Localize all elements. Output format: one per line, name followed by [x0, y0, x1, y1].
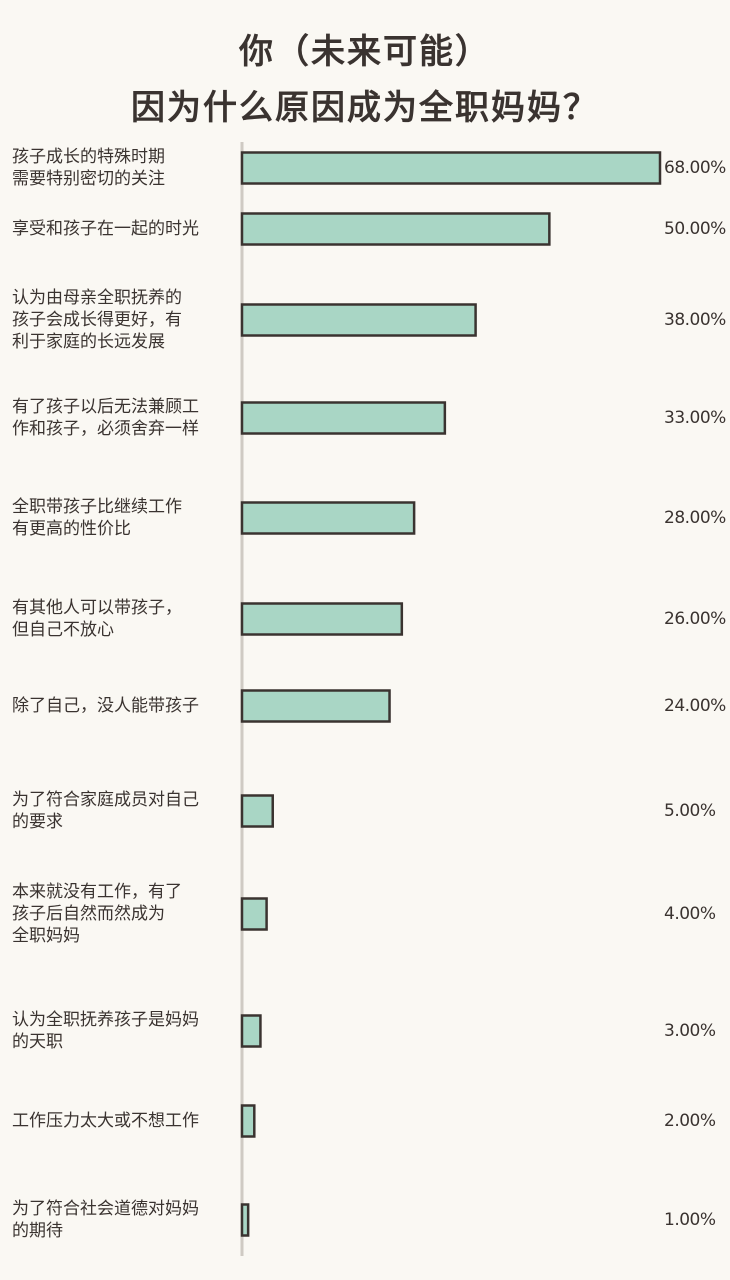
category-label-11: 工作压力太大或不想工作: [12, 1111, 199, 1131]
bar-11: [240, 1104, 256, 1138]
category-label-8: 为了符合家庭成员对自己 的要求: [12, 790, 199, 832]
category-label-4: 有了孩子以后无法兼顾工 作和孩子，必须舍弃一样: [12, 397, 199, 439]
value-label-8: 5.00%: [664, 801, 716, 821]
category-label-6: 有其他人可以带孩子， 但自己不放心: [12, 598, 182, 640]
bar-3: [240, 303, 477, 337]
category-label-1: 孩子成长的特殊时期 需要特别密切的关注: [12, 147, 165, 189]
value-label-3: 38.00%: [664, 310, 726, 330]
value-label-11: 2.00%: [664, 1111, 716, 1131]
category-label-3: 认为由母亲全职抚养的 孩子会成长得更好，有 利于家庭的长远发展: [12, 288, 182, 352]
bars: [240, 151, 662, 1237]
category-label-10: 认为全职抚养孩子是妈妈 的天职: [12, 1010, 199, 1052]
bar-9: [240, 897, 268, 931]
bar-7: [240, 689, 391, 723]
value-label-9: 4.00%: [664, 904, 716, 924]
value-label-2: 50.00%: [664, 219, 726, 239]
value-label-5: 28.00%: [664, 508, 726, 528]
category-label-7: 除了自己，没人能带孩子: [12, 696, 199, 716]
bar-6: [240, 602, 404, 636]
bar-10: [240, 1014, 262, 1048]
value-label-12: 1.00%: [664, 1210, 716, 1230]
category-label-2: 享受和孩子在一起的时光: [12, 219, 199, 239]
value-label-4: 33.00%: [664, 408, 726, 428]
chart-title-line-2: 因为什么原因成为全职妈妈？: [131, 88, 599, 128]
value-label-10: 3.00%: [664, 1021, 716, 1041]
value-label-6: 26.00%: [664, 609, 726, 629]
bar-8: [240, 794, 274, 828]
category-label-9: 本来就没有工作，有了 孩子后自然而然成为 全职妈妈: [12, 882, 182, 946]
bar-4: [240, 401, 447, 435]
value-label-1: 68.00%: [664, 158, 726, 178]
bar-2: [240, 212, 551, 246]
bar-1: [240, 151, 662, 185]
bar-5: [240, 501, 416, 535]
category-label-5: 全职带孩子比继续工作 有更高的性价比: [12, 497, 182, 539]
bar-12: [240, 1203, 250, 1237]
category-label-12: 为了符合社会道德对妈妈 的期待: [12, 1199, 199, 1241]
value-label-7: 24.00%: [664, 696, 726, 716]
chart-title-line-1: 你（未来可能）: [239, 32, 491, 72]
